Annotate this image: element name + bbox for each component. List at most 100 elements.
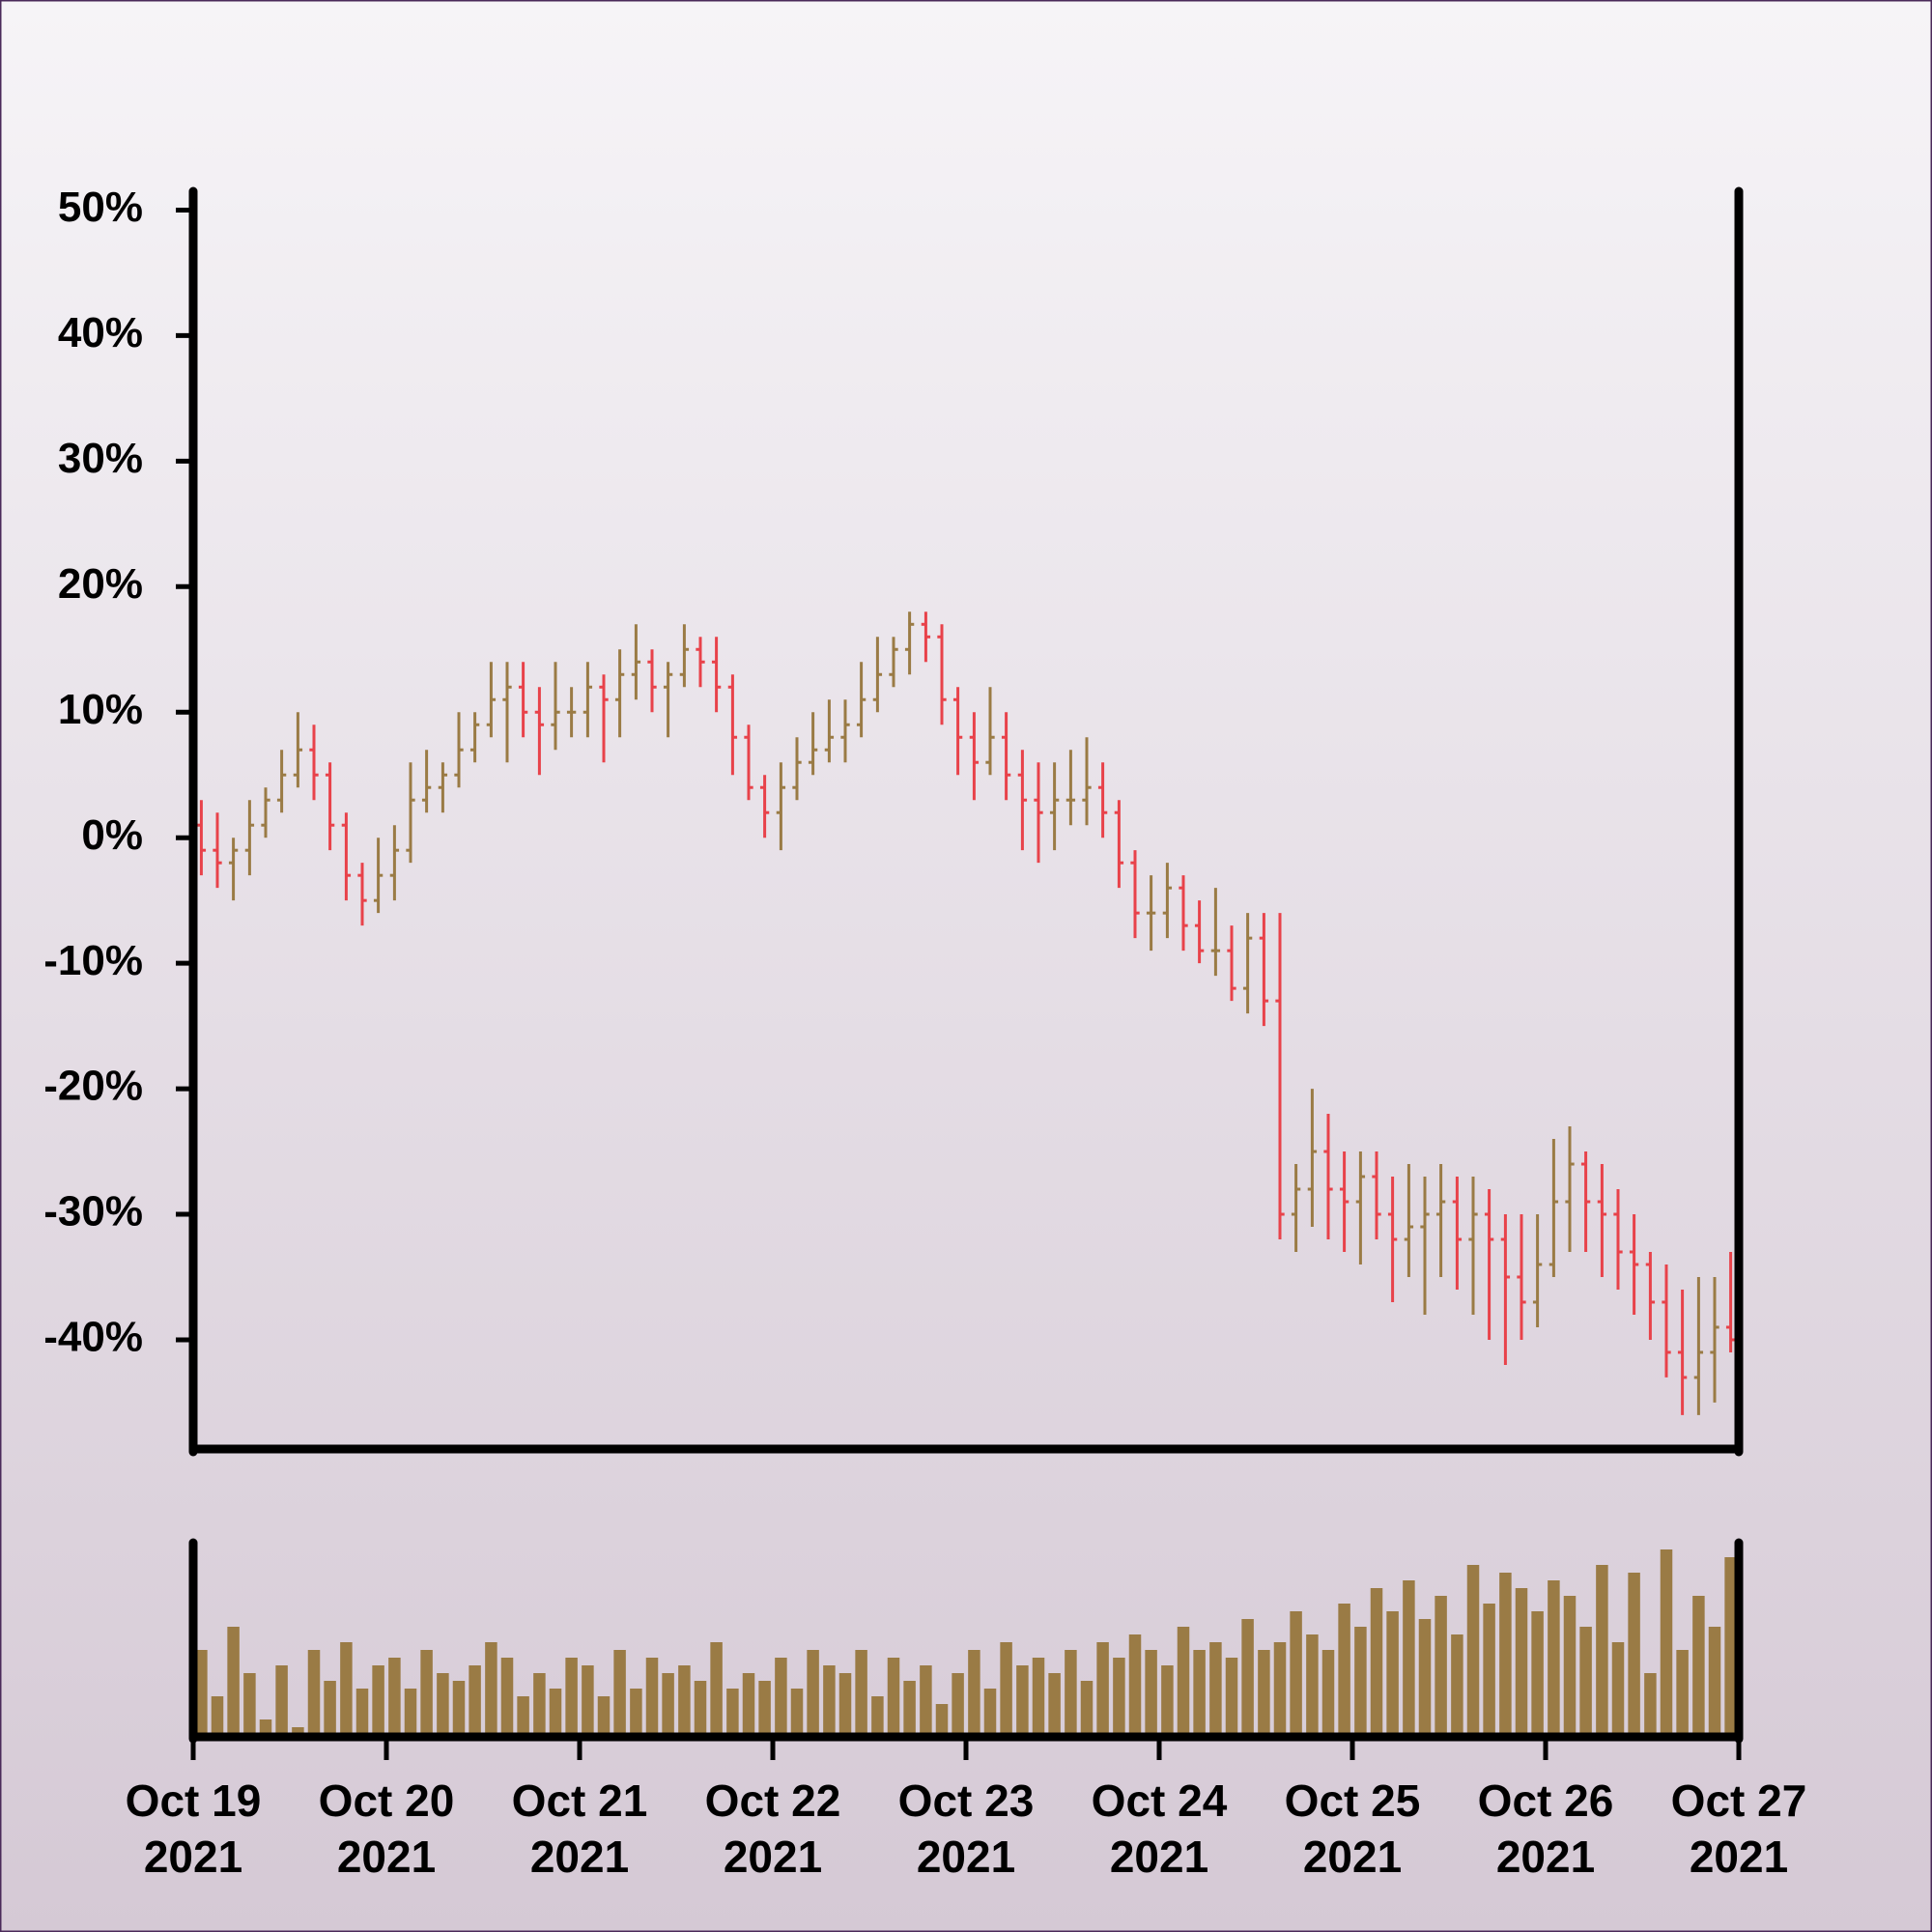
volume-bar	[1515, 1588, 1528, 1735]
volume-bar	[1370, 1588, 1383, 1735]
volume-bar	[1403, 1580, 1415, 1735]
x-tick-label: Oct 26 2021	[1478, 1776, 1614, 1882]
volume-bar	[533, 1673, 546, 1735]
volume-bar	[887, 1658, 900, 1735]
volume-bar	[1548, 1580, 1560, 1735]
volume-bar	[227, 1627, 240, 1735]
volume-bar	[1096, 1642, 1109, 1735]
volume-bar	[469, 1665, 481, 1735]
volume-bar	[259, 1719, 272, 1735]
y-tick-label: 40%	[58, 309, 143, 356]
volume-bar	[195, 1650, 208, 1735]
volume-bar	[1724, 1557, 1737, 1735]
y-tick-label: 50%	[58, 184, 143, 231]
volume-bar	[1273, 1642, 1287, 1735]
volume-bar	[1563, 1596, 1577, 1735]
volume-bar	[1692, 1596, 1705, 1735]
y-tick-label: 20%	[58, 560, 143, 608]
volume-bar	[1596, 1565, 1608, 1735]
volume-bar	[1435, 1596, 1447, 1735]
volume-bar	[1145, 1650, 1157, 1735]
y-tick-label: 10%	[58, 686, 143, 733]
y-tick-label: 30%	[58, 435, 143, 482]
volume-bar	[324, 1681, 336, 1735]
volume-bar	[340, 1642, 353, 1735]
volume-bar	[1531, 1611, 1544, 1735]
volume-bar	[500, 1658, 514, 1735]
volume-bar	[1290, 1611, 1302, 1735]
volume-bar	[855, 1650, 867, 1735]
volume-bar	[372, 1665, 384, 1735]
volume-bar	[565, 1658, 578, 1735]
volume-bar	[549, 1689, 562, 1735]
x-tick-label: Oct 24 2021	[1092, 1776, 1228, 1882]
volume-bar	[613, 1650, 626, 1735]
volume-bar	[292, 1727, 304, 1735]
volume-bar	[790, 1689, 804, 1735]
volume-bar	[582, 1665, 594, 1735]
y-tick-label: 0%	[81, 811, 143, 859]
volume-bar	[1080, 1681, 1094, 1735]
volume-bar	[678, 1665, 691, 1735]
volume-bar	[307, 1650, 321, 1735]
volume-bar	[807, 1650, 819, 1735]
volume-bar	[1321, 1650, 1335, 1735]
volume-bar	[920, 1665, 932, 1735]
volume-bar	[420, 1650, 433, 1735]
volume-bar	[1354, 1627, 1367, 1735]
volume-bar	[694, 1681, 707, 1735]
volume-bar	[1225, 1658, 1238, 1735]
volume-bar	[1676, 1650, 1689, 1735]
volume-bar	[243, 1673, 256, 1735]
volume-bar	[645, 1658, 659, 1735]
volume-bar	[742, 1673, 755, 1735]
volume-bar	[404, 1689, 417, 1735]
y-tick-label: -40%	[43, 1314, 143, 1361]
volume-bar	[388, 1658, 401, 1735]
volume-bar	[630, 1689, 642, 1735]
volume-bar	[952, 1673, 964, 1735]
x-tick-label: Oct 21 2021	[512, 1776, 648, 1882]
volume-bar	[1644, 1673, 1657, 1735]
volume-bar	[1128, 1634, 1142, 1735]
volume-bar	[1306, 1634, 1319, 1735]
volume-bar	[437, 1673, 449, 1735]
volume-bar	[983, 1689, 997, 1735]
x-tick-label: Oct 23 2021	[898, 1776, 1035, 1882]
x-tick-label: Oct 20 2021	[319, 1776, 455, 1882]
volume-bar	[1708, 1627, 1721, 1735]
volume-bar	[1161, 1665, 1174, 1735]
axes: 50% 40% 30% 20% 10% 0% -10% -20% -30% -40% Oct 19 2…	[43, 184, 1806, 1882]
volume-bar	[452, 1681, 466, 1735]
volume-bar	[1209, 1642, 1222, 1735]
volume-bar	[871, 1696, 884, 1735]
volume-bar	[485, 1642, 497, 1735]
volume-bar	[1193, 1650, 1206, 1735]
volume-bar	[823, 1665, 836, 1735]
volume-bar	[838, 1673, 852, 1735]
volume-bar	[1000, 1642, 1012, 1735]
x-tick-label: Oct 25 2021	[1285, 1776, 1421, 1882]
volume-bar	[1628, 1573, 1640, 1735]
volume-bar	[1338, 1604, 1350, 1735]
volume-bar	[1241, 1619, 1254, 1735]
volume-bar	[1386, 1611, 1399, 1735]
x-tick-label: Oct 22 2021	[705, 1776, 841, 1882]
volume-bar	[1177, 1627, 1190, 1735]
y-tick-label: -30%	[43, 1188, 143, 1236]
volume-bar	[1065, 1650, 1077, 1735]
volume-bar	[726, 1689, 739, 1735]
volume-bar	[758, 1681, 771, 1735]
volume-bar	[1611, 1642, 1625, 1735]
volume-bar	[1016, 1665, 1029, 1735]
volume-bar	[1258, 1650, 1270, 1735]
x-tick-label: Oct 27 2021	[1671, 1776, 1807, 1882]
volume-bar	[355, 1689, 369, 1735]
volume-bar	[710, 1642, 723, 1735]
volume-bar	[1048, 1673, 1061, 1735]
volume-bar	[1032, 1658, 1045, 1735]
y-tick-label: -10%	[43, 937, 143, 984]
